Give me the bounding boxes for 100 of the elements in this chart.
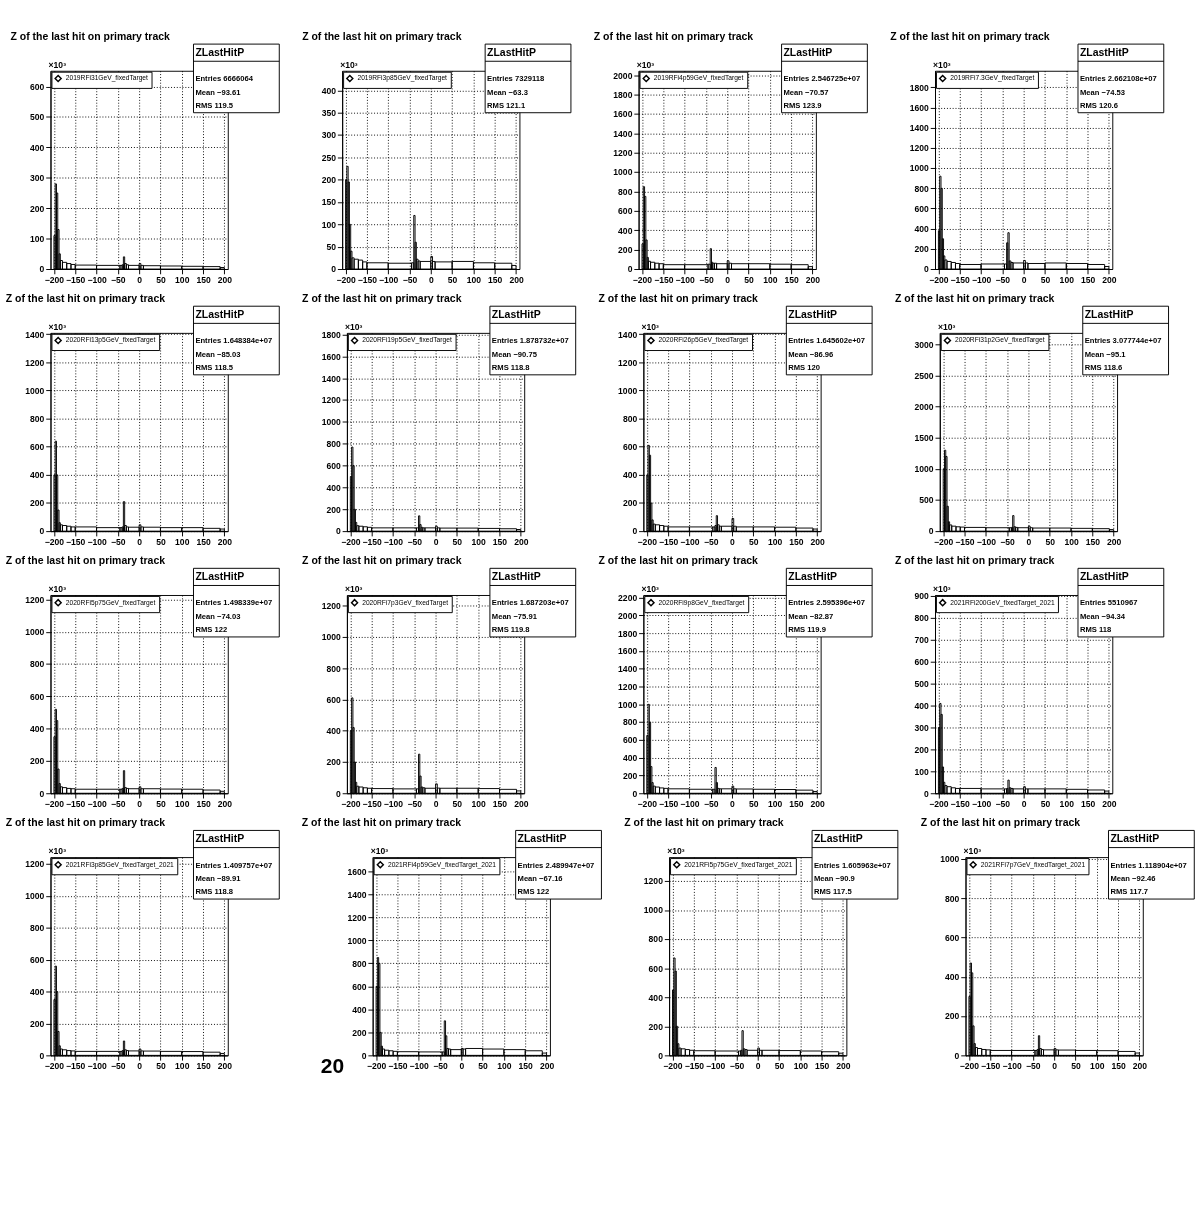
y-tick-label: 300 <box>30 173 45 184</box>
annotation: RMS 118 <box>1079 625 1112 635</box>
y-tick-label: 0 <box>954 1050 960 1061</box>
text: ×10³ <box>641 322 659 333</box>
y-tick-label: 1600 <box>613 109 633 120</box>
x-tick-label: −50 <box>402 274 418 285</box>
chart-title: Z of the last hit on primary track <box>302 30 462 42</box>
text: ZLastHitP <box>195 832 245 844</box>
y-tick-label: 400 <box>914 700 930 711</box>
x-tick-label: 50 <box>1040 799 1051 810</box>
x-tick-label: 50 <box>156 536 166 547</box>
text: ×10³ <box>370 846 389 857</box>
annotation: RMS 123.9 <box>783 100 822 110</box>
x-tick-label: −50 <box>699 274 714 285</box>
y-tick-label: 1400 <box>613 128 633 139</box>
chart-title: Z of the last hit on primary track <box>5 555 166 567</box>
text: ZLastHitP <box>1079 46 1129 58</box>
x-tick-label: −200 <box>336 274 356 285</box>
x-tick-label: −50 <box>111 274 126 285</box>
y-tick-label: 0 <box>39 1050 45 1061</box>
y-tick-label: 800 <box>622 717 638 728</box>
x-tick-label: −100 <box>87 536 107 547</box>
y-tick-label: 0 <box>928 526 934 537</box>
y-tick-label: 600 <box>622 442 638 453</box>
annotation: Entries 3.077744e+07 <box>1084 336 1162 346</box>
x-tick-label: 50 <box>1045 536 1056 547</box>
x-tick-label: 100 <box>767 799 783 810</box>
y-tick-label: 400 <box>648 992 664 1003</box>
y-tick-label: 1600 <box>618 646 638 657</box>
x-tick-label: 0 <box>137 536 143 547</box>
y-tick-label: 200 <box>622 770 638 781</box>
y-tick-label: 1200 <box>618 357 638 368</box>
y-tick-label: 1400 <box>618 329 638 340</box>
y-tick-label: 0 <box>39 526 45 537</box>
x-tick-label: −200 <box>637 799 658 810</box>
chart-title: Z of the last hit on primary track <box>5 292 166 304</box>
x-tick-label: 200 <box>217 1061 233 1072</box>
chart-title: Z of the last hit on primary track <box>890 30 1050 42</box>
x-tick-label: 200 <box>1102 274 1117 285</box>
x-tick-label: 150 <box>196 274 211 285</box>
y-tick-label: 600 <box>30 691 45 702</box>
chart-title: Z of the last hit on primary track <box>5 817 166 829</box>
x-tick-label: 100 <box>471 536 487 547</box>
y-tick-label: 0 <box>331 264 337 275</box>
annotation: Entries 2.489947e+07 <box>517 860 595 870</box>
annotation: Mean −75.91 <box>491 611 538 621</box>
x-tick-label: −150 <box>654 274 674 285</box>
chart-title: Z of the last hit on primary track <box>598 292 759 304</box>
y-tick-label: 0 <box>627 264 633 275</box>
x-tick-label: 0 <box>1026 536 1032 547</box>
y-tick-label: 600 <box>622 735 638 746</box>
x-tick-label: 100 <box>175 799 190 810</box>
y-tick-label: 400 <box>30 986 45 997</box>
text: ×10³ <box>963 846 982 857</box>
y-tick-label: 1200 <box>321 600 341 611</box>
y-tick-label: 800 <box>30 414 45 424</box>
y-tick-label: 100 <box>30 233 45 244</box>
x-tick-label: 200 <box>217 799 233 810</box>
annotation: RMS 120 <box>788 363 820 373</box>
text: ×10³ <box>933 59 951 70</box>
y-tick-label: 400 <box>914 224 930 235</box>
text: ×10³ <box>937 322 956 333</box>
y-tick-label: 400 <box>618 225 633 236</box>
x-tick-label: −100 <box>675 274 695 285</box>
y-tick-label: 600 <box>945 932 960 943</box>
y-tick-label: 1600 <box>909 102 930 113</box>
x-tick-label: −150 <box>66 536 86 547</box>
y-tick-label: 200 <box>914 244 930 255</box>
annotation: RMS 120.6 <box>1079 100 1118 110</box>
text: ×10³ <box>933 584 951 595</box>
x-tick-label: 200 <box>810 799 826 810</box>
text: ×10³ <box>48 846 67 857</box>
text: ZLastHitP <box>1110 832 1160 844</box>
y-tick-label: 0 <box>335 526 341 537</box>
chart-title: Z of the last hit on primary track <box>10 30 171 42</box>
annotation: Mean −90.75 <box>491 349 538 359</box>
x-tick-label: −100 <box>680 799 700 810</box>
y-tick-label: 1000 <box>618 699 638 710</box>
y-tick-label: 800 <box>648 934 664 945</box>
y-tick-label: 800 <box>326 663 341 674</box>
y-tick-label: 400 <box>622 470 638 481</box>
x-tick-label: 100 <box>175 1061 190 1072</box>
x-tick-label: 100 <box>471 799 487 810</box>
annotation: Mean −63.3 <box>487 87 528 97</box>
text: ×10³ <box>48 584 67 595</box>
y-tick-label: 600 <box>352 981 367 992</box>
y-tick-label: 2000 <box>618 610 638 621</box>
x-tick-label: 0 <box>725 274 731 285</box>
x-tick-label: 0 <box>433 536 439 547</box>
x-tick-label: 200 <box>1132 1061 1148 1072</box>
y-tick-label: 200 <box>30 203 45 214</box>
y-tick-label: 1000 <box>25 627 45 638</box>
annotation: Mean −85.03 <box>195 349 241 359</box>
y-tick-label: 400 <box>945 972 960 983</box>
y-tick-label: 0 <box>335 788 341 799</box>
y-tick-label: 800 <box>352 958 367 969</box>
x-tick-label: 50 <box>774 1061 785 1072</box>
y-tick-label: 1400 <box>909 123 930 134</box>
x-tick-label: −50 <box>729 1061 745 1072</box>
x-tick-label: −100 <box>409 1061 430 1072</box>
